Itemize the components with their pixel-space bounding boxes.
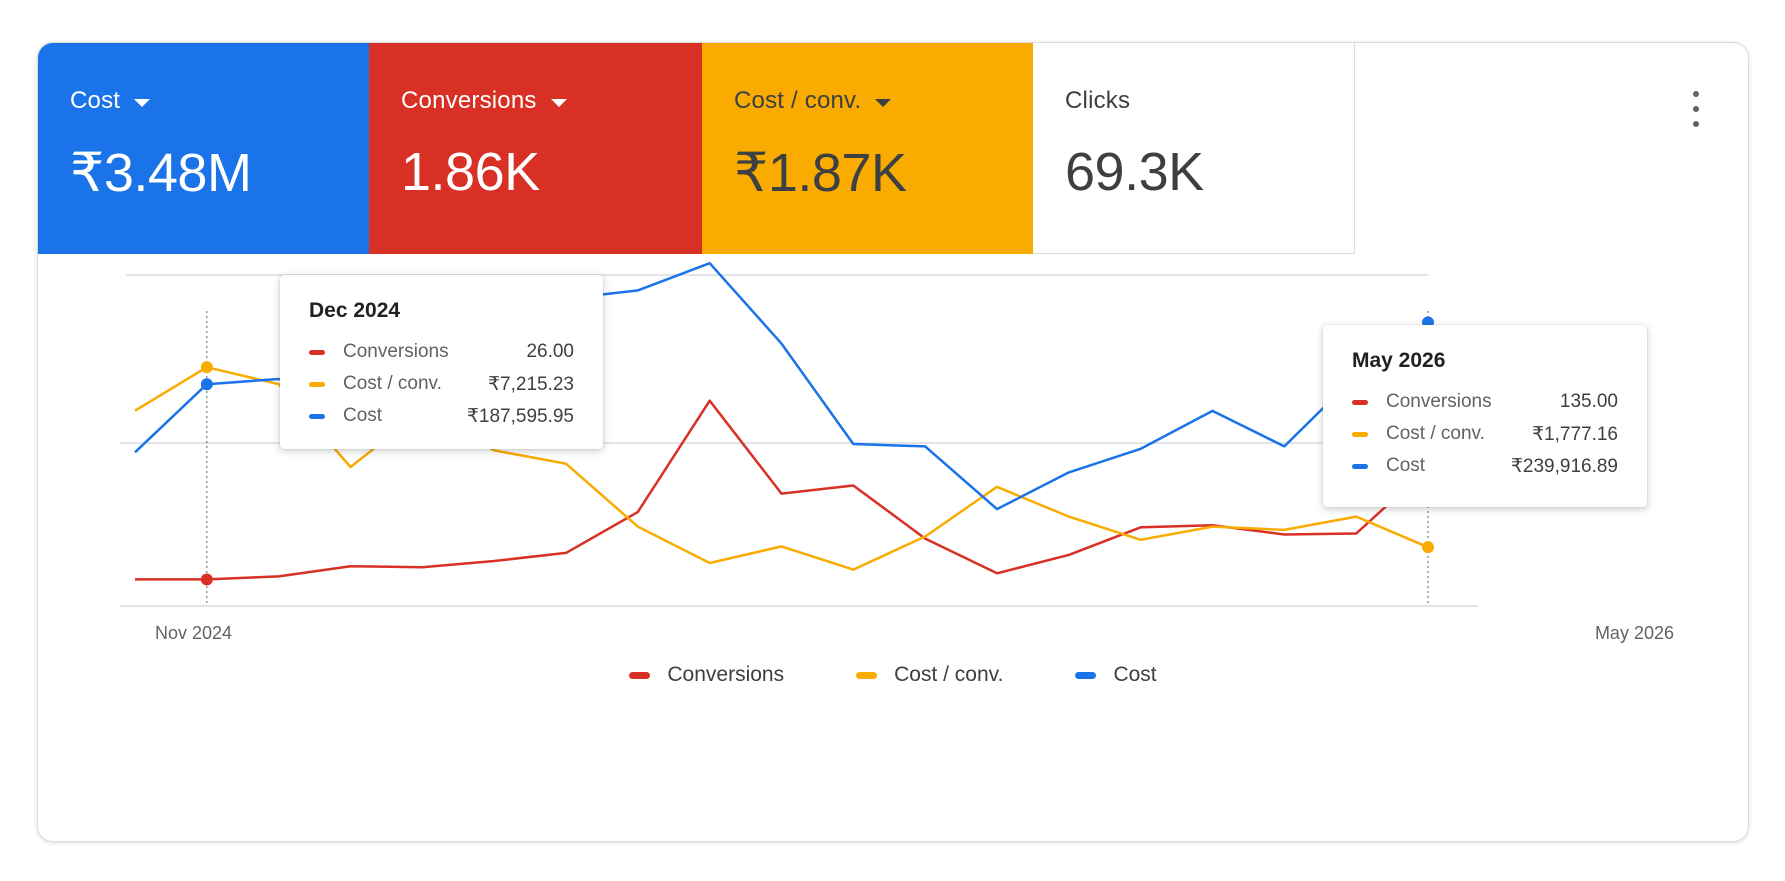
scorecard-conversions[interactable]: Conversions 1.86K bbox=[369, 43, 702, 254]
scorecard-cost-per-conv-label-row[interactable]: Cost / conv. bbox=[734, 87, 1033, 115]
tooltip-title: Dec 2024 bbox=[309, 299, 401, 322]
tooltip-row-value: 26.00 bbox=[526, 341, 574, 362]
scorecard-cost-per-conv-label: Cost / conv. bbox=[734, 87, 862, 114]
scorecard-conversions-label-row[interactable]: Conversions bbox=[401, 87, 702, 115]
cost-swatch bbox=[1075, 671, 1097, 679]
scorecard-clicks-value: 69.3K bbox=[1065, 142, 1204, 202]
tooltip-row-conversions: Conversions 26.00 bbox=[309, 336, 574, 368]
conversions-swatch bbox=[1352, 399, 1368, 405]
scorecard-clicks[interactable]: Clicks 69.3K bbox=[1033, 43, 1355, 254]
tooltip-row-value: 135.00 bbox=[1559, 391, 1618, 412]
data-point-cost bbox=[200, 378, 213, 391]
scorecard-cost-label: Cost bbox=[70, 87, 121, 114]
scorecard-cost-per-conv[interactable]: Cost / conv. ₹1.87K bbox=[702, 43, 1033, 254]
tooltip-row-value: ₹187,595.95 bbox=[466, 405, 574, 427]
cost-per-conv-swatch bbox=[856, 671, 878, 679]
scorecard-cost-per-conv-value: ₹1.87K bbox=[734, 143, 907, 203]
legend-label: Cost bbox=[1113, 663, 1157, 686]
tooltip-row-value: ₹239,916.89 bbox=[1510, 455, 1618, 477]
more-dot bbox=[1693, 106, 1699, 112]
series-line-cost-conv bbox=[134, 365, 1429, 571]
conversions-swatch bbox=[629, 671, 651, 679]
conversions-swatch bbox=[309, 349, 325, 355]
tooltip-row-name: Cost bbox=[1386, 455, 1426, 476]
tooltip-may-2026: May 2026 Conversions 135.00 Cost / conv.… bbox=[1323, 325, 1647, 507]
tooltip-row-name: Cost bbox=[343, 405, 383, 426]
tooltip-row-value: ₹7,215.23 bbox=[487, 373, 574, 395]
legend-label: Cost / conv. bbox=[894, 663, 1004, 686]
scorecard-conversions-label: Conversions bbox=[401, 87, 537, 114]
tooltip-row-name: Cost / conv. bbox=[1386, 423, 1485, 444]
legend-label: Conversions bbox=[667, 663, 785, 686]
dropdown-caret-icon[interactable] bbox=[550, 98, 567, 107]
tooltip-title: May 2026 bbox=[1352, 349, 1446, 372]
tooltip-row-name: Cost / conv. bbox=[343, 373, 442, 394]
scorecard-clicks-label-row: Clicks bbox=[1065, 87, 1354, 115]
tooltip-dec-2024: Dec 2024 Conversions 26.00 Cost / conv. … bbox=[280, 275, 603, 449]
tooltip-row-value: ₹1,777.16 bbox=[1531, 423, 1618, 445]
tooltip-row-cost-per-conv: Cost / conv. ₹1,777.16 bbox=[1352, 418, 1618, 450]
more-dot bbox=[1693, 121, 1699, 127]
legend-item-cost[interactable]: Cost bbox=[1075, 663, 1157, 687]
more-vert-icon[interactable] bbox=[1684, 91, 1708, 127]
cost-swatch bbox=[1352, 463, 1368, 469]
scorecard-cost-value: ₹3.48M bbox=[70, 143, 252, 203]
cost-per-conv-swatch bbox=[309, 381, 325, 387]
performance-card: Cost ₹3.48M Conversions 1.86K Cost / con… bbox=[37, 42, 1749, 842]
tooltip-row-conversions: Conversions 135.00 bbox=[1352, 386, 1618, 418]
dropdown-caret-icon[interactable] bbox=[134, 98, 151, 107]
x-axis-start-label: Nov 2024 bbox=[155, 623, 233, 643]
tooltip-row-cost: Cost ₹187,595.95 bbox=[309, 400, 574, 432]
dropdown-caret-icon[interactable] bbox=[875, 98, 892, 107]
tooltip-row-name: Conversions bbox=[343, 341, 449, 362]
more-dot bbox=[1693, 91, 1699, 97]
tooltip-row-cost-per-conv: Cost / conv. ₹7,215.23 bbox=[309, 368, 574, 400]
cost-swatch bbox=[309, 413, 325, 419]
data-point-conversions bbox=[200, 573, 213, 586]
scorecard-cost-label-row[interactable]: Cost bbox=[70, 87, 369, 115]
cost-per-conv-swatch bbox=[1352, 431, 1368, 437]
tooltip-row-cost: Cost ₹239,916.89 bbox=[1352, 450, 1618, 482]
scorecard-clicks-label: Clicks bbox=[1065, 87, 1131, 114]
tooltip-row-name: Conversions bbox=[1386, 391, 1492, 412]
data-point-cost-conv bbox=[1422, 541, 1434, 554]
data-point-cost-conv bbox=[200, 361, 213, 374]
scorecard-row: Cost ₹3.48M Conversions 1.86K Cost / con… bbox=[38, 43, 1355, 254]
legend-item-cost-per-conv[interactable]: Cost / conv. bbox=[856, 663, 1003, 687]
chart-legend: Conversions Cost / conv. Cost bbox=[38, 663, 1748, 687]
scorecard-cost[interactable]: Cost ₹3.48M bbox=[38, 43, 369, 254]
x-axis-end-label: May 2026 bbox=[1594, 623, 1674, 643]
scorecard-conversions-value: 1.86K bbox=[401, 142, 540, 202]
legend-item-conversions[interactable]: Conversions bbox=[629, 663, 784, 687]
